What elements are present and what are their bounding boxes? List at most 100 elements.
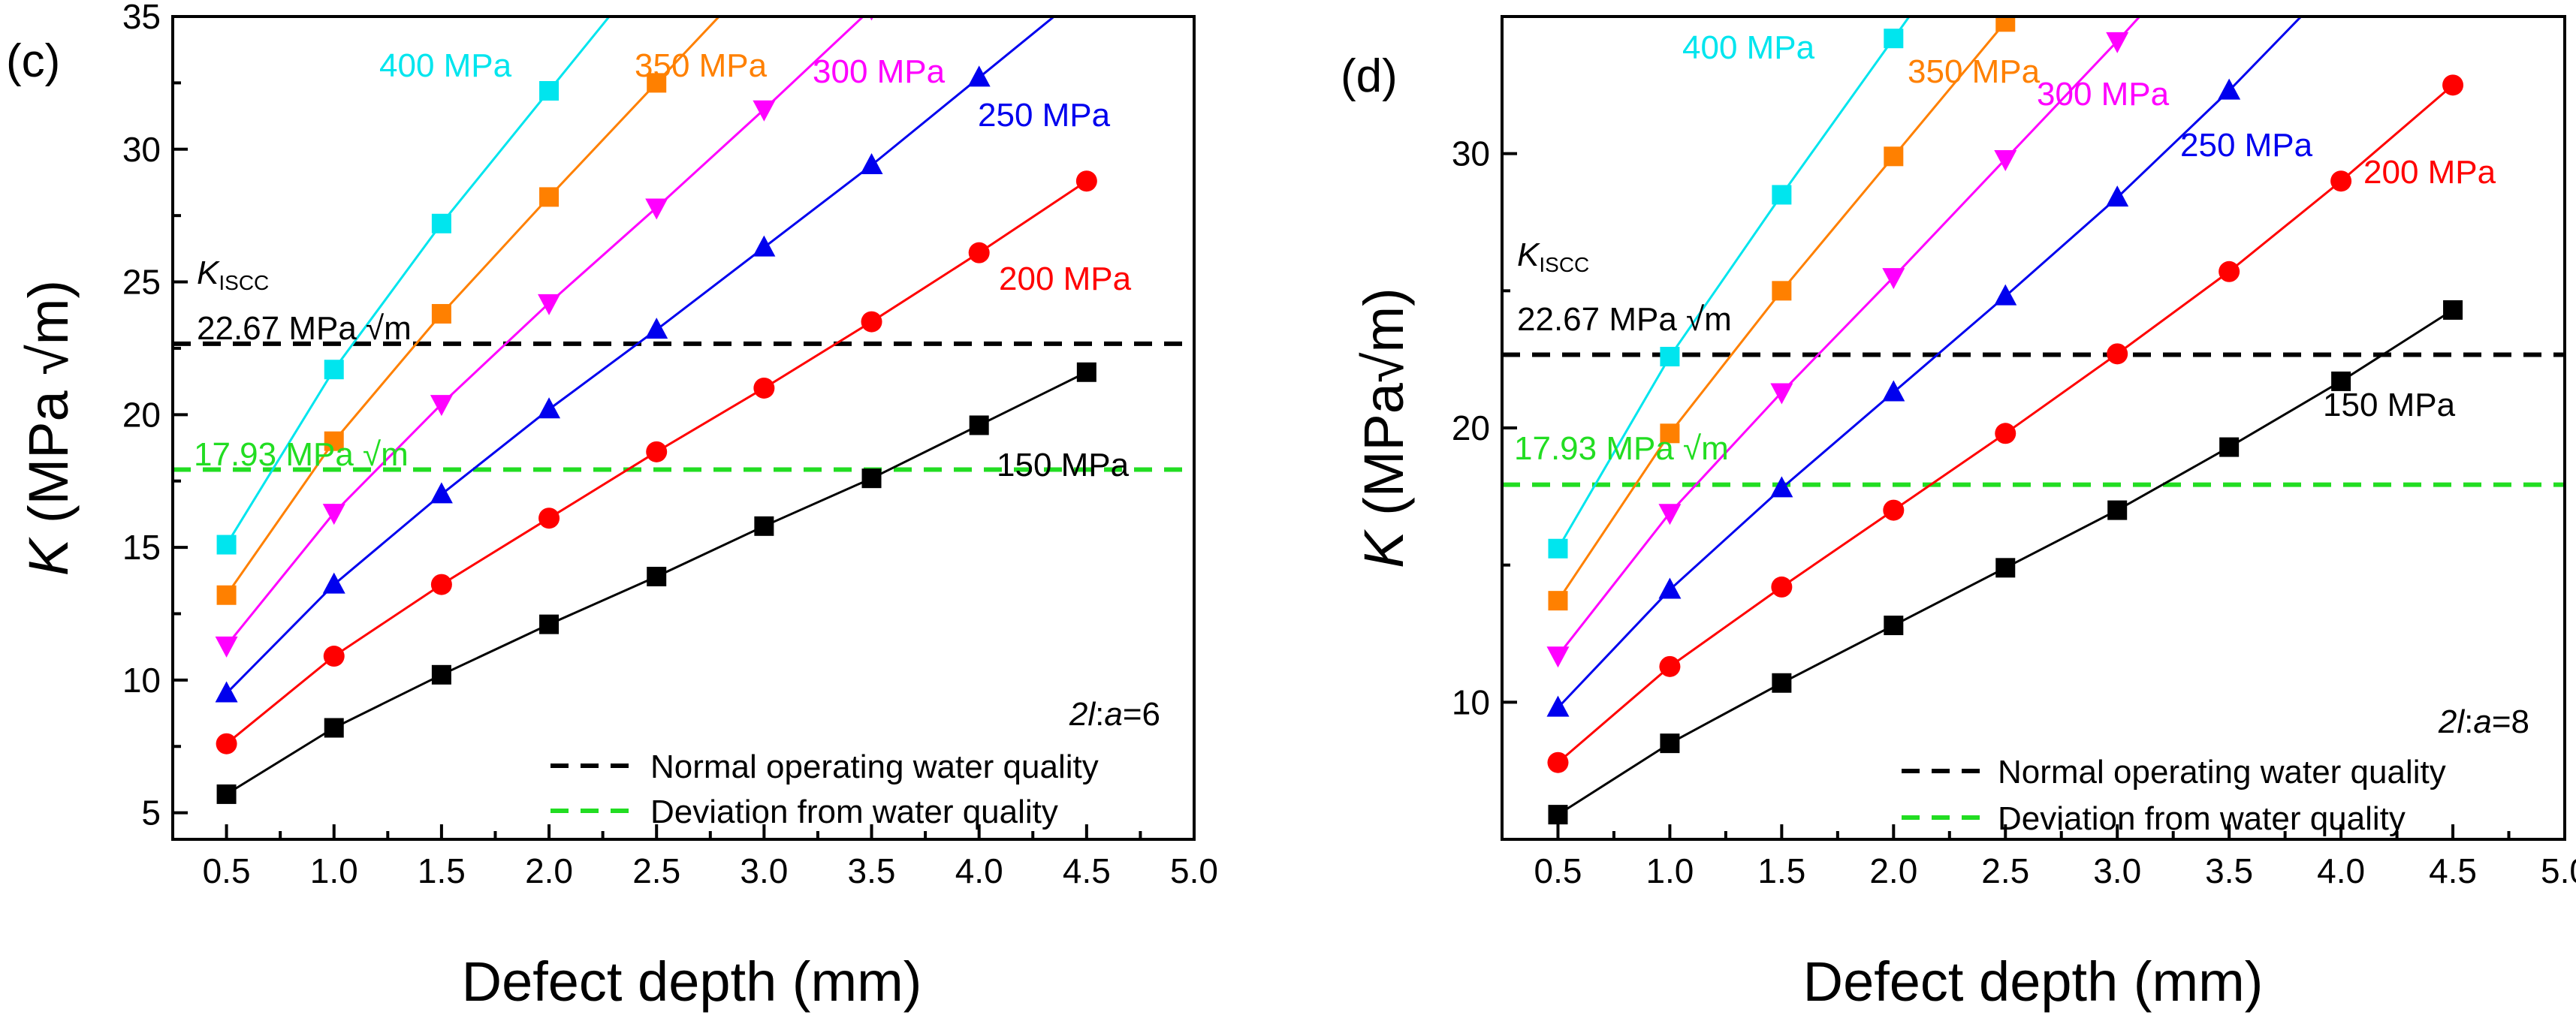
data-point-250-mpa-4 (1994, 284, 2017, 306)
data-point-150-mpa-5 (754, 516, 774, 536)
x-tick-label: 5.0 (1170, 851, 1218, 890)
x-tick-label: 1.5 (418, 851, 466, 890)
data-point-150-mpa-0 (1548, 805, 1568, 825)
series-label-350: 350 MPa (1908, 53, 2041, 90)
data-point-250-mpa-2 (1770, 476, 1793, 498)
data-point-250-mpa-0 (215, 681, 238, 703)
series-label-150: 150 MPa (2323, 387, 2456, 423)
x-tick-label: 2.0 (525, 851, 573, 890)
data-point-200-mpa-5 (753, 377, 775, 399)
y-tick-label: 30 (122, 130, 161, 169)
data-point-150-mpa-4 (647, 566, 667, 586)
series-label-250: 250 MPa (2180, 127, 2313, 164)
data-point-350-mpa-3 (1884, 146, 1904, 167)
data-point-150-mpa-7 (969, 415, 989, 435)
series-line-250-mpa (1557, 17, 2303, 709)
data-point-400-mpa-0 (1548, 538, 1568, 559)
panel-label: (d) (1341, 50, 1398, 102)
data-point-150-mpa-8 (1076, 362, 1096, 382)
data-point-200-mpa-5 (2107, 343, 2128, 365)
data-point-250-mpa-2 (430, 482, 453, 504)
data-point-200-mpa-1 (323, 646, 345, 667)
data-point-300-mpa-1 (1658, 504, 1682, 526)
x-tick-label: 3.0 (2093, 851, 2141, 890)
data-point-250-mpa-6 (860, 152, 883, 174)
data-point-400-mpa-1 (324, 360, 344, 380)
x-tick-label: 3.5 (848, 851, 896, 890)
y-tick-label: 25 (122, 263, 161, 302)
data-point-300-mpa-2 (430, 395, 453, 417)
data-point-400-mpa-0 (216, 535, 237, 555)
y-tick-label: 10 (122, 661, 161, 700)
x-tick-label: 2.0 (1869, 851, 1917, 890)
data-point-300-mpa-5 (753, 100, 776, 122)
series-label-200: 200 MPa (2363, 154, 2496, 191)
y-axis-label: K (MPa√m) (1353, 288, 1415, 568)
y-tick-label: 5 (141, 794, 161, 833)
data-point-150-mpa-3 (539, 614, 560, 634)
series-label-150: 150 MPa (997, 447, 1130, 483)
data-point-250-mpa-5 (2106, 185, 2129, 207)
data-point-300-mpa-4 (1994, 149, 2017, 171)
data-point-250-mpa-6 (2218, 78, 2241, 100)
x-tick-label: 3.5 (2205, 851, 2253, 890)
x-tick-label: 4.5 (1063, 851, 1111, 890)
x-tick-label: 4.5 (2429, 851, 2477, 890)
data-point-150-mpa-6 (861, 468, 882, 489)
data-point-250-mpa-7 (967, 65, 991, 87)
data-point-200-mpa-4 (1995, 423, 2016, 444)
data-point-200-mpa-6 (861, 311, 882, 333)
data-point-200-mpa-0 (1547, 751, 1569, 773)
y-tick-label: 10 (1452, 682, 1490, 721)
data-point-350-mpa-1 (1660, 423, 1680, 444)
y-tick-label: 30 (1452, 134, 1490, 173)
data-point-300-mpa-5 (2106, 32, 2129, 53)
y-tick-label: 20 (1452, 408, 1490, 447)
series-label-400: 400 MPa (379, 47, 512, 84)
data-point-300-mpa-4 (645, 198, 668, 220)
data-point-150-mpa-3 (1884, 616, 1904, 636)
data-point-150-mpa-2 (1772, 673, 1792, 693)
x-tick-label: 1.5 (1757, 851, 1805, 890)
data-point-150-mpa-2 (431, 664, 451, 685)
legend-label-normal: Normal operating water quality (1998, 754, 2446, 791)
data-point-350-mpa-1 (324, 431, 344, 451)
data-point-350-mpa-0 (1548, 591, 1568, 611)
data-point-150-mpa-7 (2331, 371, 2351, 391)
y-tick-label: 20 (122, 395, 161, 434)
data-point-200-mpa-2 (1771, 576, 1793, 598)
legend: Normal operating water quality Deviation… (1902, 754, 2446, 837)
panel-label: (c) (6, 35, 60, 87)
threshold-label-normal: 22.67 MPa √m (1517, 301, 1732, 338)
x-tick-label: 5.0 (2541, 851, 2576, 890)
data-point-200-mpa-3 (538, 507, 560, 529)
data-point-250-mpa-4 (645, 318, 668, 339)
x-axis-label: Defect depth (mm) (462, 950, 922, 1013)
x-tick-label: 0.5 (203, 851, 251, 890)
data-point-400-mpa-3 (1884, 29, 1904, 49)
x-tick-label: 3.0 (740, 851, 788, 890)
data-point-250-mpa-3 (1882, 380, 1905, 402)
data-point-200-mpa-3 (1883, 499, 1905, 521)
legend-label-deviation: Deviation from water quality (650, 794, 1058, 830)
series-line-350-mpa (225, 17, 721, 596)
data-point-200-mpa-1 (1659, 655, 1681, 677)
data-point-300-mpa-0 (215, 636, 238, 658)
data-point-400-mpa-3 (539, 80, 560, 101)
data-point-150-mpa-1 (324, 718, 344, 738)
data-point-350-mpa-2 (1772, 281, 1792, 301)
data-point-300-mpa-1 (322, 504, 345, 526)
data-point-300-mpa-0 (1546, 646, 1570, 668)
data-point-350-mpa-3 (539, 187, 560, 207)
data-point-200-mpa-2 (430, 574, 452, 595)
series-label-350: 350 MPa (635, 47, 768, 84)
data-point-150-mpa-1 (1660, 733, 1680, 754)
data-point-300-mpa-3 (1882, 268, 1905, 290)
data-point-150-mpa-0 (216, 784, 237, 804)
series-label-400: 400 MPa (1682, 29, 1815, 66)
aspect-ratio-label: 2l:a=8 (2438, 703, 2529, 740)
data-point-200-mpa-8 (2442, 74, 2464, 96)
data-point-200-mpa-0 (216, 733, 237, 754)
data-point-300-mpa-2 (1770, 383, 1793, 405)
